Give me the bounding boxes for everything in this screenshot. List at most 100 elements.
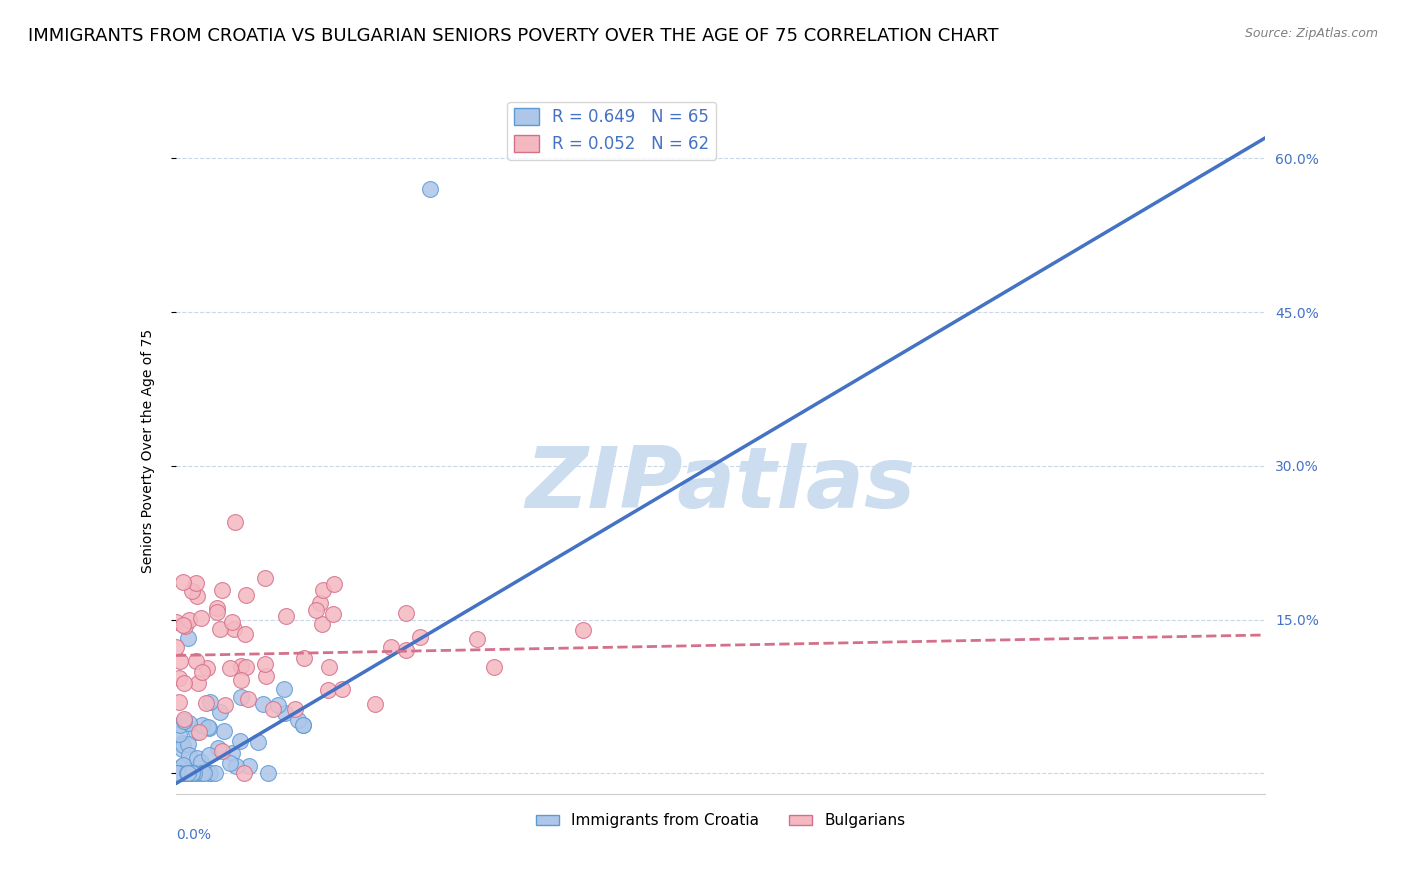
Point	[204, 766, 226, 780]
Point	[193, 766, 215, 780]
Point	[176, 766, 198, 780]
Point	[273, 682, 295, 697]
Point	[172, 738, 194, 752]
Point	[198, 748, 221, 763]
Point	[287, 713, 309, 727]
Point	[205, 605, 228, 619]
Point	[229, 734, 252, 748]
Point	[292, 718, 315, 732]
Point	[238, 759, 260, 773]
Point	[316, 683, 339, 698]
Point	[198, 695, 221, 709]
Point	[198, 766, 221, 780]
Point	[395, 607, 418, 621]
Point	[186, 654, 208, 668]
Point	[167, 766, 190, 780]
Point	[177, 766, 200, 780]
Point	[198, 721, 221, 735]
Point	[197, 720, 219, 734]
Point	[253, 657, 276, 672]
Point	[219, 756, 242, 771]
Point	[166, 766, 188, 780]
Point	[177, 766, 200, 780]
Text: ZIPatlas: ZIPatlas	[526, 443, 915, 526]
Point	[170, 759, 193, 773]
Point	[274, 706, 297, 721]
Point	[229, 673, 252, 688]
Point	[166, 766, 188, 780]
Point	[235, 588, 257, 602]
Legend: Immigrants from Croatia, Bulgarians: Immigrants from Croatia, Bulgarians	[530, 807, 911, 834]
Point	[224, 515, 246, 529]
Point	[170, 736, 193, 750]
Point	[214, 698, 236, 712]
Point	[211, 582, 233, 597]
Point	[308, 596, 330, 610]
Point	[186, 724, 208, 739]
Point	[169, 717, 191, 731]
Point	[166, 766, 188, 780]
Point	[173, 766, 195, 780]
Point	[167, 766, 190, 780]
Point	[169, 727, 191, 741]
Point	[190, 755, 212, 769]
Point	[274, 608, 297, 623]
Point	[224, 622, 246, 636]
Point	[172, 758, 194, 772]
Point	[212, 724, 235, 739]
Point	[233, 627, 256, 641]
Point	[318, 660, 340, 674]
Point	[208, 622, 231, 636]
Point	[198, 766, 221, 780]
Point	[179, 716, 201, 731]
Point	[419, 182, 441, 196]
Point	[187, 676, 209, 690]
Point	[209, 705, 232, 719]
Point	[167, 671, 190, 685]
Point	[246, 735, 269, 749]
Text: IMMIGRANTS FROM CROATIA VS BULGARIAN SENIORS POVERTY OVER THE AGE OF 75 CORRELAT: IMMIGRANTS FROM CROATIA VS BULGARIAN SEN…	[28, 27, 998, 45]
Point	[172, 766, 194, 780]
Point	[225, 758, 247, 772]
Point	[181, 766, 204, 780]
Point	[167, 766, 190, 780]
Point	[364, 697, 387, 711]
Point	[322, 607, 344, 621]
Point	[409, 630, 432, 644]
Point	[177, 737, 200, 751]
Point	[235, 660, 257, 674]
Point	[180, 583, 202, 598]
Point	[173, 766, 195, 780]
Point	[184, 576, 207, 591]
Point	[191, 665, 214, 679]
Point	[254, 669, 277, 683]
Point	[173, 713, 195, 727]
Point	[482, 660, 505, 674]
Point	[380, 640, 402, 654]
Point	[266, 698, 288, 712]
Point	[169, 695, 191, 709]
Point	[195, 661, 218, 675]
Point	[229, 690, 252, 704]
Point	[173, 714, 195, 729]
Point	[254, 571, 277, 585]
Point	[180, 766, 202, 780]
Point	[262, 701, 284, 715]
Point	[188, 725, 211, 739]
Point	[170, 742, 193, 756]
Point	[179, 766, 201, 780]
Point	[173, 619, 195, 633]
Point	[177, 748, 200, 763]
Point	[169, 654, 191, 668]
Point	[292, 651, 315, 665]
Y-axis label: Seniors Poverty Over the Age of 75: Seniors Poverty Over the Age of 75	[141, 328, 155, 573]
Point	[305, 602, 328, 616]
Point	[257, 766, 280, 780]
Point	[186, 751, 208, 765]
Point	[172, 574, 194, 589]
Point	[173, 676, 195, 690]
Point	[166, 766, 188, 780]
Point	[187, 766, 209, 780]
Point	[191, 766, 214, 780]
Point	[172, 618, 194, 632]
